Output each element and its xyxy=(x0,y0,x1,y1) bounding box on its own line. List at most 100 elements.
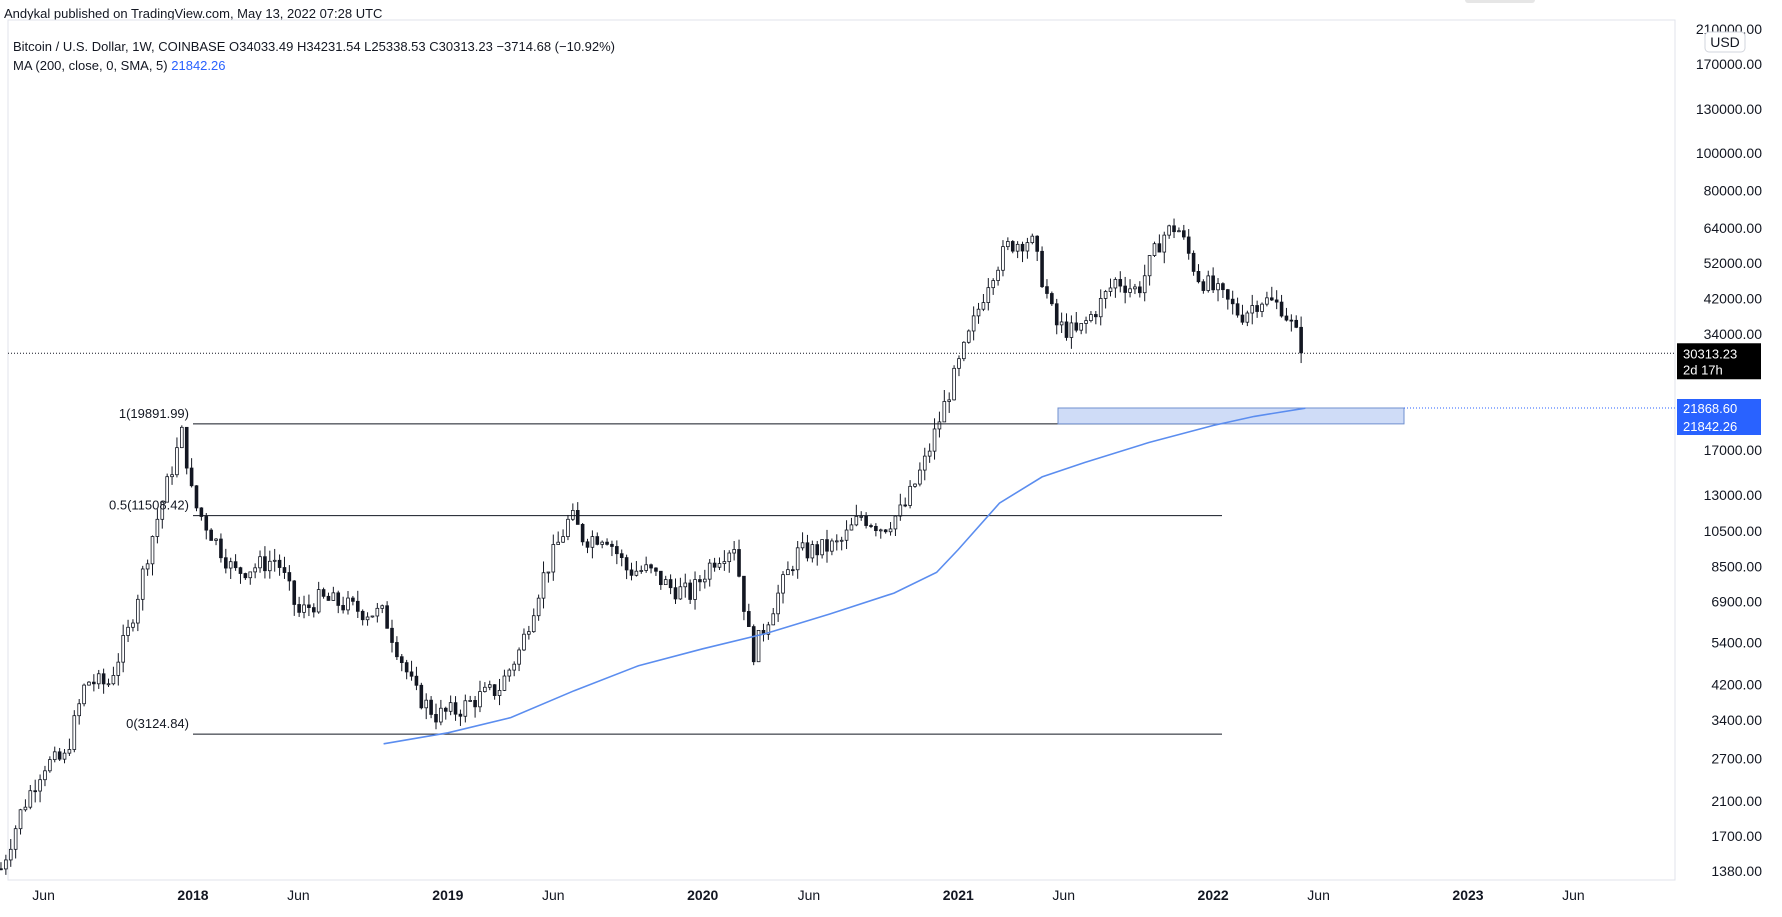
candle xyxy=(790,565,795,576)
candle xyxy=(751,624,756,666)
candle xyxy=(8,838,13,867)
candle xyxy=(473,695,477,718)
ma-indicator-line[interactable]: MA (200, close, 0, SMA, 5) 21842.26 xyxy=(13,56,615,75)
candle xyxy=(57,747,62,761)
candle xyxy=(1103,289,1108,309)
candle xyxy=(561,529,565,543)
candle xyxy=(1255,300,1259,318)
candle xyxy=(839,536,844,551)
candle xyxy=(913,483,917,488)
candle xyxy=(825,529,829,563)
candle xyxy=(1020,241,1025,263)
candle xyxy=(986,278,991,311)
candle xyxy=(1054,298,1059,335)
candle xyxy=(1260,302,1264,318)
candle xyxy=(1206,270,1211,293)
candle xyxy=(385,601,389,629)
candle xyxy=(77,699,81,725)
candle xyxy=(742,575,746,621)
candle xyxy=(1230,290,1235,315)
candle xyxy=(478,680,482,713)
price-tick-label: 8500.00 xyxy=(1711,558,1762,574)
candle xyxy=(140,565,145,611)
time-axis[interactable]: Jun 2018 Jun 2019 Jun 2020 Jun 2021 Jun 2022 Jun 20… xyxy=(32,887,1584,903)
candle xyxy=(233,554,238,571)
currency-badge[interactable]: USD xyxy=(1704,31,1746,53)
candle xyxy=(268,550,272,579)
candle xyxy=(639,565,644,574)
candle xyxy=(981,293,986,312)
support-zone-rectangle[interactable] xyxy=(1057,407,1675,425)
candle xyxy=(1128,279,1132,298)
candle xyxy=(869,523,873,529)
candle xyxy=(893,515,898,537)
candle xyxy=(536,594,541,621)
time-tick-label: Jun xyxy=(1562,887,1585,903)
price-tick-label: 170000.00 xyxy=(1696,56,1762,72)
candle xyxy=(370,615,375,618)
candle xyxy=(1274,290,1279,310)
candle xyxy=(1094,310,1098,325)
candle xyxy=(1084,316,1088,334)
candle xyxy=(683,573,688,598)
price-tick-label: 5400.00 xyxy=(1711,634,1762,650)
candle xyxy=(419,682,424,710)
candle xyxy=(1133,283,1137,295)
time-tick-label: 2022 xyxy=(1198,887,1229,903)
candle xyxy=(615,540,619,565)
candle xyxy=(326,592,331,601)
candle xyxy=(23,799,28,812)
candle xyxy=(551,534,556,581)
candle xyxy=(282,556,287,579)
candle xyxy=(707,559,712,587)
price-tick-label: 52000.00 xyxy=(1704,255,1763,271)
price-axis[interactable]: 210000.00170000.00130000.00100000.008000… xyxy=(1696,21,1762,879)
candle xyxy=(966,329,971,344)
candlestick-series xyxy=(0,218,1303,875)
time-tick-label: Jun xyxy=(1307,887,1330,903)
candle xyxy=(277,554,282,576)
candle xyxy=(175,437,179,478)
candle xyxy=(1069,315,1074,349)
candle xyxy=(575,502,580,525)
candle xyxy=(590,530,595,559)
candle xyxy=(4,854,8,875)
candle xyxy=(776,584,780,622)
candle xyxy=(1265,291,1269,307)
candle xyxy=(693,571,697,610)
candle xyxy=(468,695,473,702)
candle xyxy=(321,587,326,599)
candle xyxy=(272,548,277,572)
candle xyxy=(1098,289,1103,326)
candle xyxy=(834,534,839,551)
candle xyxy=(331,586,336,601)
price-tick-label: 80000.00 xyxy=(1704,183,1763,199)
candle xyxy=(1138,281,1142,298)
candle xyxy=(1226,288,1230,310)
candle xyxy=(624,554,629,580)
candle xyxy=(619,549,624,567)
candle xyxy=(571,503,575,521)
candle xyxy=(737,539,741,578)
candle xyxy=(947,392,952,413)
candle xyxy=(1157,234,1162,253)
support-zone[interactable] xyxy=(1057,407,1405,425)
candle xyxy=(1064,313,1069,341)
candle xyxy=(795,540,800,579)
time-tick-label: Jun xyxy=(1052,887,1075,903)
candle xyxy=(962,341,966,362)
candle xyxy=(1186,229,1191,260)
candle xyxy=(600,540,604,549)
candle xyxy=(605,538,609,546)
candle xyxy=(629,562,634,581)
chart-frame xyxy=(7,19,1676,881)
fib-retracement[interactable]: 1(19891.99) 0.5(11508.42) 0(3124.84) xyxy=(109,406,1222,735)
candle xyxy=(878,528,883,539)
candle xyxy=(996,266,1000,286)
candle xyxy=(209,528,213,541)
candle xyxy=(649,563,653,574)
candle xyxy=(150,535,155,576)
candle xyxy=(228,557,233,579)
candle xyxy=(937,411,942,438)
